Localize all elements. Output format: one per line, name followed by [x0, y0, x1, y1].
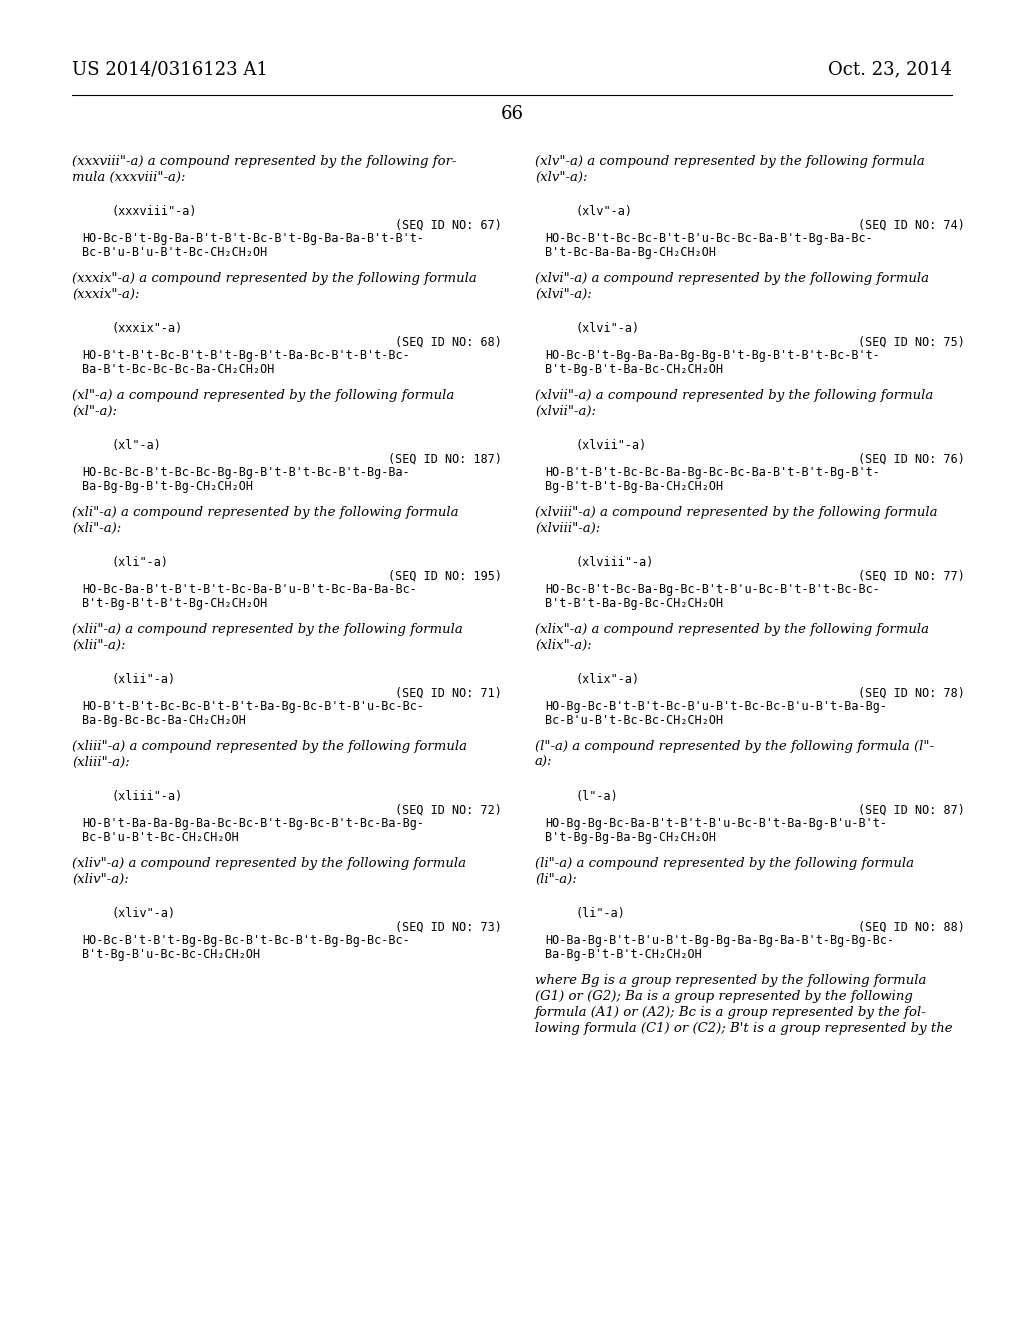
Text: (xliv"-a) a compound represented by the following formula: (xliv"-a) a compound represented by the … [72, 857, 466, 870]
Text: B't-Bg-B't-Ba-Bc-CH₂CH₂OH: B't-Bg-B't-Ba-Bc-CH₂CH₂OH [545, 363, 723, 376]
Text: (xxxix"-a) a compound represented by the following formula: (xxxix"-a) a compound represented by the… [72, 272, 477, 285]
Text: (SEQ ID NO: 88): (SEQ ID NO: 88) [858, 921, 965, 935]
Text: (xliv"-a):: (xliv"-a): [72, 873, 129, 886]
Text: (SEQ ID NO: 187): (SEQ ID NO: 187) [388, 453, 502, 466]
Text: mula (xxxviii"-a):: mula (xxxviii"-a): [72, 172, 185, 183]
Text: B't-Bc-Ba-Ba-Bg-CH₂CH₂OH: B't-Bc-Ba-Ba-Bg-CH₂CH₂OH [545, 246, 716, 259]
Text: HO-B't-B't-Bc-Bc-Ba-Bg-Bc-Bc-Ba-B't-B't-Bg-B't-: HO-B't-B't-Bc-Bc-Ba-Bg-Bc-Bc-Ba-B't-B't-… [545, 466, 880, 479]
Text: (l"-a): (l"-a) [575, 789, 617, 803]
Text: (xlviii"-a) a compound represented by the following formula: (xlviii"-a) a compound represented by th… [535, 506, 938, 519]
Text: (xlvi"-a): (xlvi"-a) [575, 322, 639, 335]
Text: (l"-a) a compound represented by the following formula (l"-: (l"-a) a compound represented by the fol… [535, 741, 934, 752]
Text: (xlix"-a) a compound represented by the following formula: (xlix"-a) a compound represented by the … [535, 623, 929, 636]
Text: (xlvi"-a) a compound represented by the following formula: (xlvi"-a) a compound represented by the … [535, 272, 929, 285]
Text: (xxxix"-a): (xxxix"-a) [112, 322, 183, 335]
Text: (SEQ ID NO: 78): (SEQ ID NO: 78) [858, 686, 965, 700]
Text: a):: a): [535, 756, 553, 770]
Text: (G1) or (G2); Ba is a group represented by the following: (G1) or (G2); Ba is a group represented … [535, 990, 912, 1003]
Text: (xlix"-a): (xlix"-a) [575, 673, 639, 686]
Text: (li"-a):: (li"-a): [535, 873, 577, 886]
Text: HO-Bc-B't-Bg-Ba-Ba-Bg-Bg-B't-Bg-B't-B't-Bc-B't-: HO-Bc-B't-Bg-Ba-Ba-Bg-Bg-B't-Bg-B't-B't-… [545, 348, 880, 362]
Text: (xlix"-a):: (xlix"-a): [535, 639, 592, 652]
Text: Bg-B't-B't-Bg-Ba-CH₂CH₂OH: Bg-B't-B't-Bg-Ba-CH₂CH₂OH [545, 480, 723, 492]
Text: (li"-a) a compound represented by the following formula: (li"-a) a compound represented by the fo… [535, 857, 914, 870]
Text: (SEQ ID NO: 87): (SEQ ID NO: 87) [858, 804, 965, 817]
Text: (li"-a): (li"-a) [575, 907, 625, 920]
Text: (xlii"-a) a compound represented by the following formula: (xlii"-a) a compound represented by the … [72, 623, 463, 636]
Text: (SEQ ID NO: 67): (SEQ ID NO: 67) [395, 219, 502, 232]
Text: (xlii"-a):: (xlii"-a): [72, 639, 126, 652]
Text: (xlv"-a):: (xlv"-a): [535, 172, 588, 183]
Text: (xl"-a):: (xl"-a): [72, 405, 117, 418]
Text: HO-B't-Ba-Ba-Bg-Ba-Bc-Bc-B't-Bg-Bc-B't-Bc-Ba-Bg-: HO-B't-Ba-Ba-Bg-Ba-Bc-Bc-B't-Bg-Bc-B't-B… [82, 817, 424, 830]
Text: B't-Bg-Bg-Ba-Bg-CH₂CH₂OH: B't-Bg-Bg-Ba-Bg-CH₂CH₂OH [545, 832, 716, 843]
Text: (SEQ ID NO: 68): (SEQ ID NO: 68) [395, 337, 502, 348]
Text: (xl"-a) a compound represented by the following formula: (xl"-a) a compound represented by the fo… [72, 389, 455, 403]
Text: (xlvi"-a):: (xlvi"-a): [535, 288, 592, 301]
Text: HO-Bg-Bg-Bc-Ba-B't-B't-B'u-Bc-B't-Ba-Bg-B'u-B't-: HO-Bg-Bg-Bc-Ba-B't-B't-B'u-Bc-B't-Ba-Bg-… [545, 817, 887, 830]
Text: (SEQ ID NO: 76): (SEQ ID NO: 76) [858, 453, 965, 466]
Text: (xlv"-a) a compound represented by the following formula: (xlv"-a) a compound represented by the f… [535, 154, 925, 168]
Text: Bc-B'u-B't-Bc-CH₂CH₂OH: Bc-B'u-B't-Bc-CH₂CH₂OH [82, 832, 239, 843]
Text: (xliii"-a) a compound represented by the following formula: (xliii"-a) a compound represented by the… [72, 741, 467, 752]
Text: HO-Bc-B't-B't-Bg-Bg-Bc-B't-Bc-B't-Bg-Bg-Bc-Bc-: HO-Bc-B't-B't-Bg-Bg-Bc-B't-Bc-B't-Bg-Bg-… [82, 935, 410, 946]
Text: Ba-Bg-B't-B't-CH₂CH₂OH: Ba-Bg-B't-B't-CH₂CH₂OH [545, 948, 701, 961]
Text: HO-Ba-Bg-B't-B'u-B't-Bg-Bg-Ba-Bg-Ba-B't-Bg-Bg-Bc-: HO-Ba-Bg-B't-B'u-B't-Bg-Bg-Ba-Bg-Ba-B't-… [545, 935, 894, 946]
Text: formula (A1) or (A2); Bc is a group represented by the fol-: formula (A1) or (A2); Bc is a group repr… [535, 1006, 927, 1019]
Text: (xlviii"-a):: (xlviii"-a): [535, 521, 600, 535]
Text: B't-B't-Ba-Bg-Bc-CH₂CH₂OH: B't-B't-Ba-Bg-Bc-CH₂CH₂OH [545, 597, 723, 610]
Text: HO-B't-B't-Bc-B't-B't-Bg-B't-Ba-Bc-B't-B't-Bc-: HO-B't-B't-Bc-B't-B't-Bg-B't-Ba-Bc-B't-B… [82, 348, 410, 362]
Text: (xli"-a): (xli"-a) [112, 556, 169, 569]
Text: HO-Bc-B't-Bc-Bc-B't-B'u-Bc-Bc-Ba-B't-Bg-Ba-Bc-: HO-Bc-B't-Bc-Bc-B't-B'u-Bc-Bc-Ba-B't-Bg-… [545, 232, 872, 246]
Text: Ba-Bg-Bc-Bc-Ba-CH₂CH₂OH: Ba-Bg-Bc-Bc-Ba-CH₂CH₂OH [82, 714, 246, 727]
Text: HO-Bc-Bc-B't-Bc-Bc-Bg-Bg-B't-B't-Bc-B't-Bg-Ba-: HO-Bc-Bc-B't-Bc-Bc-Bg-Bg-B't-B't-Bc-B't-… [82, 466, 410, 479]
Text: (xxxviii"-a) a compound represented by the following for-: (xxxviii"-a) a compound represented by t… [72, 154, 457, 168]
Text: (xliii"-a): (xliii"-a) [112, 789, 183, 803]
Text: (SEQ ID NO: 72): (SEQ ID NO: 72) [395, 804, 502, 817]
Text: (xlvii"-a) a compound represented by the following formula: (xlvii"-a) a compound represented by the… [535, 389, 933, 403]
Text: US 2014/0316123 A1: US 2014/0316123 A1 [72, 59, 268, 78]
Text: Bc-B'u-B'u-B't-Bc-CH₂CH₂OH: Bc-B'u-B'u-B't-Bc-CH₂CH₂OH [82, 246, 267, 259]
Text: HO-Bc-B't-Bg-Ba-B't-B't-Bc-B't-Bg-Ba-Ba-B't-B't-: HO-Bc-B't-Bg-Ba-B't-B't-Bc-B't-Bg-Ba-Ba-… [82, 232, 424, 246]
Text: Bc-B'u-B't-Bc-Bc-CH₂CH₂OH: Bc-B'u-B't-Bc-Bc-CH₂CH₂OH [545, 714, 723, 727]
Text: (xliv"-a): (xliv"-a) [112, 907, 176, 920]
Text: where Bg is a group represented by the following formula: where Bg is a group represented by the f… [535, 974, 927, 987]
Text: B't-Bg-B't-B't-Bg-CH₂CH₂OH: B't-Bg-B't-B't-Bg-CH₂CH₂OH [82, 597, 267, 610]
Text: (xlvii"-a): (xlvii"-a) [575, 440, 646, 451]
Text: (xlviii"-a): (xlviii"-a) [575, 556, 653, 569]
Text: (SEQ ID NO: 73): (SEQ ID NO: 73) [395, 921, 502, 935]
Text: HO-B't-B't-Bc-Bc-B't-B't-Ba-Bg-Bc-B't-B'u-Bc-Bc-: HO-B't-B't-Bc-Bc-B't-B't-Ba-Bg-Bc-B't-B'… [82, 700, 424, 713]
Text: 66: 66 [501, 106, 523, 123]
Text: HO-Bg-Bc-B't-B't-Bc-B'u-B't-Bc-Bc-B'u-B't-Ba-Bg-: HO-Bg-Bc-B't-B't-Bc-B'u-B't-Bc-Bc-B'u-B'… [545, 700, 887, 713]
Text: (SEQ ID NO: 71): (SEQ ID NO: 71) [395, 686, 502, 700]
Text: (xlii"-a): (xlii"-a) [112, 673, 176, 686]
Text: (SEQ ID NO: 195): (SEQ ID NO: 195) [388, 570, 502, 583]
Text: (xlvii"-a):: (xlvii"-a): [535, 405, 596, 418]
Text: (xxxviii"-a): (xxxviii"-a) [112, 205, 198, 218]
Text: (xli"-a) a compound represented by the following formula: (xli"-a) a compound represented by the f… [72, 506, 459, 519]
Text: lowing formula (C1) or (C2); B't is a group represented by the: lowing formula (C1) or (C2); B't is a gr… [535, 1022, 952, 1035]
Text: (SEQ ID NO: 75): (SEQ ID NO: 75) [858, 337, 965, 348]
Text: HO-Bc-B't-Bc-Ba-Bg-Bc-B't-B'u-Bc-B't-B't-Bc-Bc-: HO-Bc-B't-Bc-Ba-Bg-Bc-B't-B'u-Bc-B't-B't… [545, 583, 880, 597]
Text: (xxxix"-a):: (xxxix"-a): [72, 288, 139, 301]
Text: Ba-B't-Bc-Bc-Bc-Ba-CH₂CH₂OH: Ba-B't-Bc-Bc-Bc-Ba-CH₂CH₂OH [82, 363, 274, 376]
Text: (xl"-a): (xl"-a) [112, 440, 162, 451]
Text: (xlv"-a): (xlv"-a) [575, 205, 632, 218]
Text: (SEQ ID NO: 77): (SEQ ID NO: 77) [858, 570, 965, 583]
Text: HO-Bc-Ba-B't-B't-B't-Bc-Ba-B'u-B't-Bc-Ba-Ba-Bc-: HO-Bc-Ba-B't-B't-B't-Bc-Ba-B'u-B't-Bc-Ba… [82, 583, 417, 597]
Text: (SEQ ID NO: 74): (SEQ ID NO: 74) [858, 219, 965, 232]
Text: (xliii"-a):: (xliii"-a): [72, 756, 130, 770]
Text: B't-Bg-B'u-Bc-Bc-CH₂CH₂OH: B't-Bg-B'u-Bc-Bc-CH₂CH₂OH [82, 948, 260, 961]
Text: Oct. 23, 2014: Oct. 23, 2014 [828, 59, 952, 78]
Text: (xli"-a):: (xli"-a): [72, 521, 121, 535]
Text: Ba-Bg-Bg-B't-Bg-CH₂CH₂OH: Ba-Bg-Bg-B't-Bg-CH₂CH₂OH [82, 480, 253, 492]
